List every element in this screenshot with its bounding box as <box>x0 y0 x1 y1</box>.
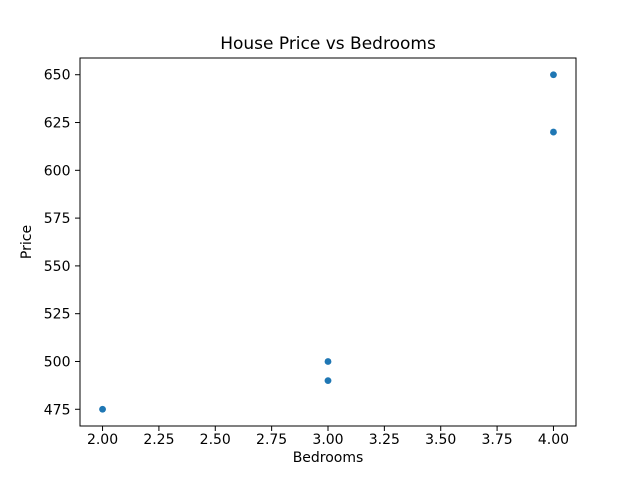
y-axis-ticks: 475 500 525 550 575 600 625 650 <box>44 68 80 418</box>
x-axis-label: Bedrooms <box>293 450 364 466</box>
y-tick-label: 475 <box>44 402 71 418</box>
x-tick-label: 3.75 <box>482 432 513 448</box>
data-points <box>99 71 557 413</box>
x-axis-ticks: 2.00 2.25 2.50 2.75 3.00 3.25 3.50 3.75 4.00 <box>87 426 569 448</box>
y-tick-label: 625 <box>44 116 71 132</box>
x-tick-label: 2.00 <box>87 432 118 448</box>
x-tick-label: 2.50 <box>200 432 231 448</box>
y-tick-label: 525 <box>44 307 71 323</box>
chart-title: House Price vs Bedrooms <box>220 34 436 54</box>
x-tick-label: 3.50 <box>425 432 456 448</box>
y-tick-label: 650 <box>44 68 71 84</box>
y-tick-label: 575 <box>44 211 71 227</box>
x-tick-label: 2.25 <box>143 432 174 448</box>
x-tick-label: 4.00 <box>538 432 569 448</box>
x-tick-label: 2.75 <box>256 432 287 448</box>
y-tick-label: 550 <box>44 259 71 275</box>
plot-area-frame <box>79 57 577 427</box>
x-tick-label: 3.25 <box>369 432 400 448</box>
data-point <box>550 71 557 79</box>
data-point <box>99 405 106 413</box>
y-tick-label: 500 <box>44 354 71 370</box>
data-point <box>324 358 332 365</box>
y-axis-label: Price <box>19 225 35 259</box>
y-tick-label: 600 <box>44 163 71 179</box>
data-point <box>550 128 557 136</box>
data-point <box>324 377 332 384</box>
x-tick-label: 3.00 <box>312 432 343 448</box>
